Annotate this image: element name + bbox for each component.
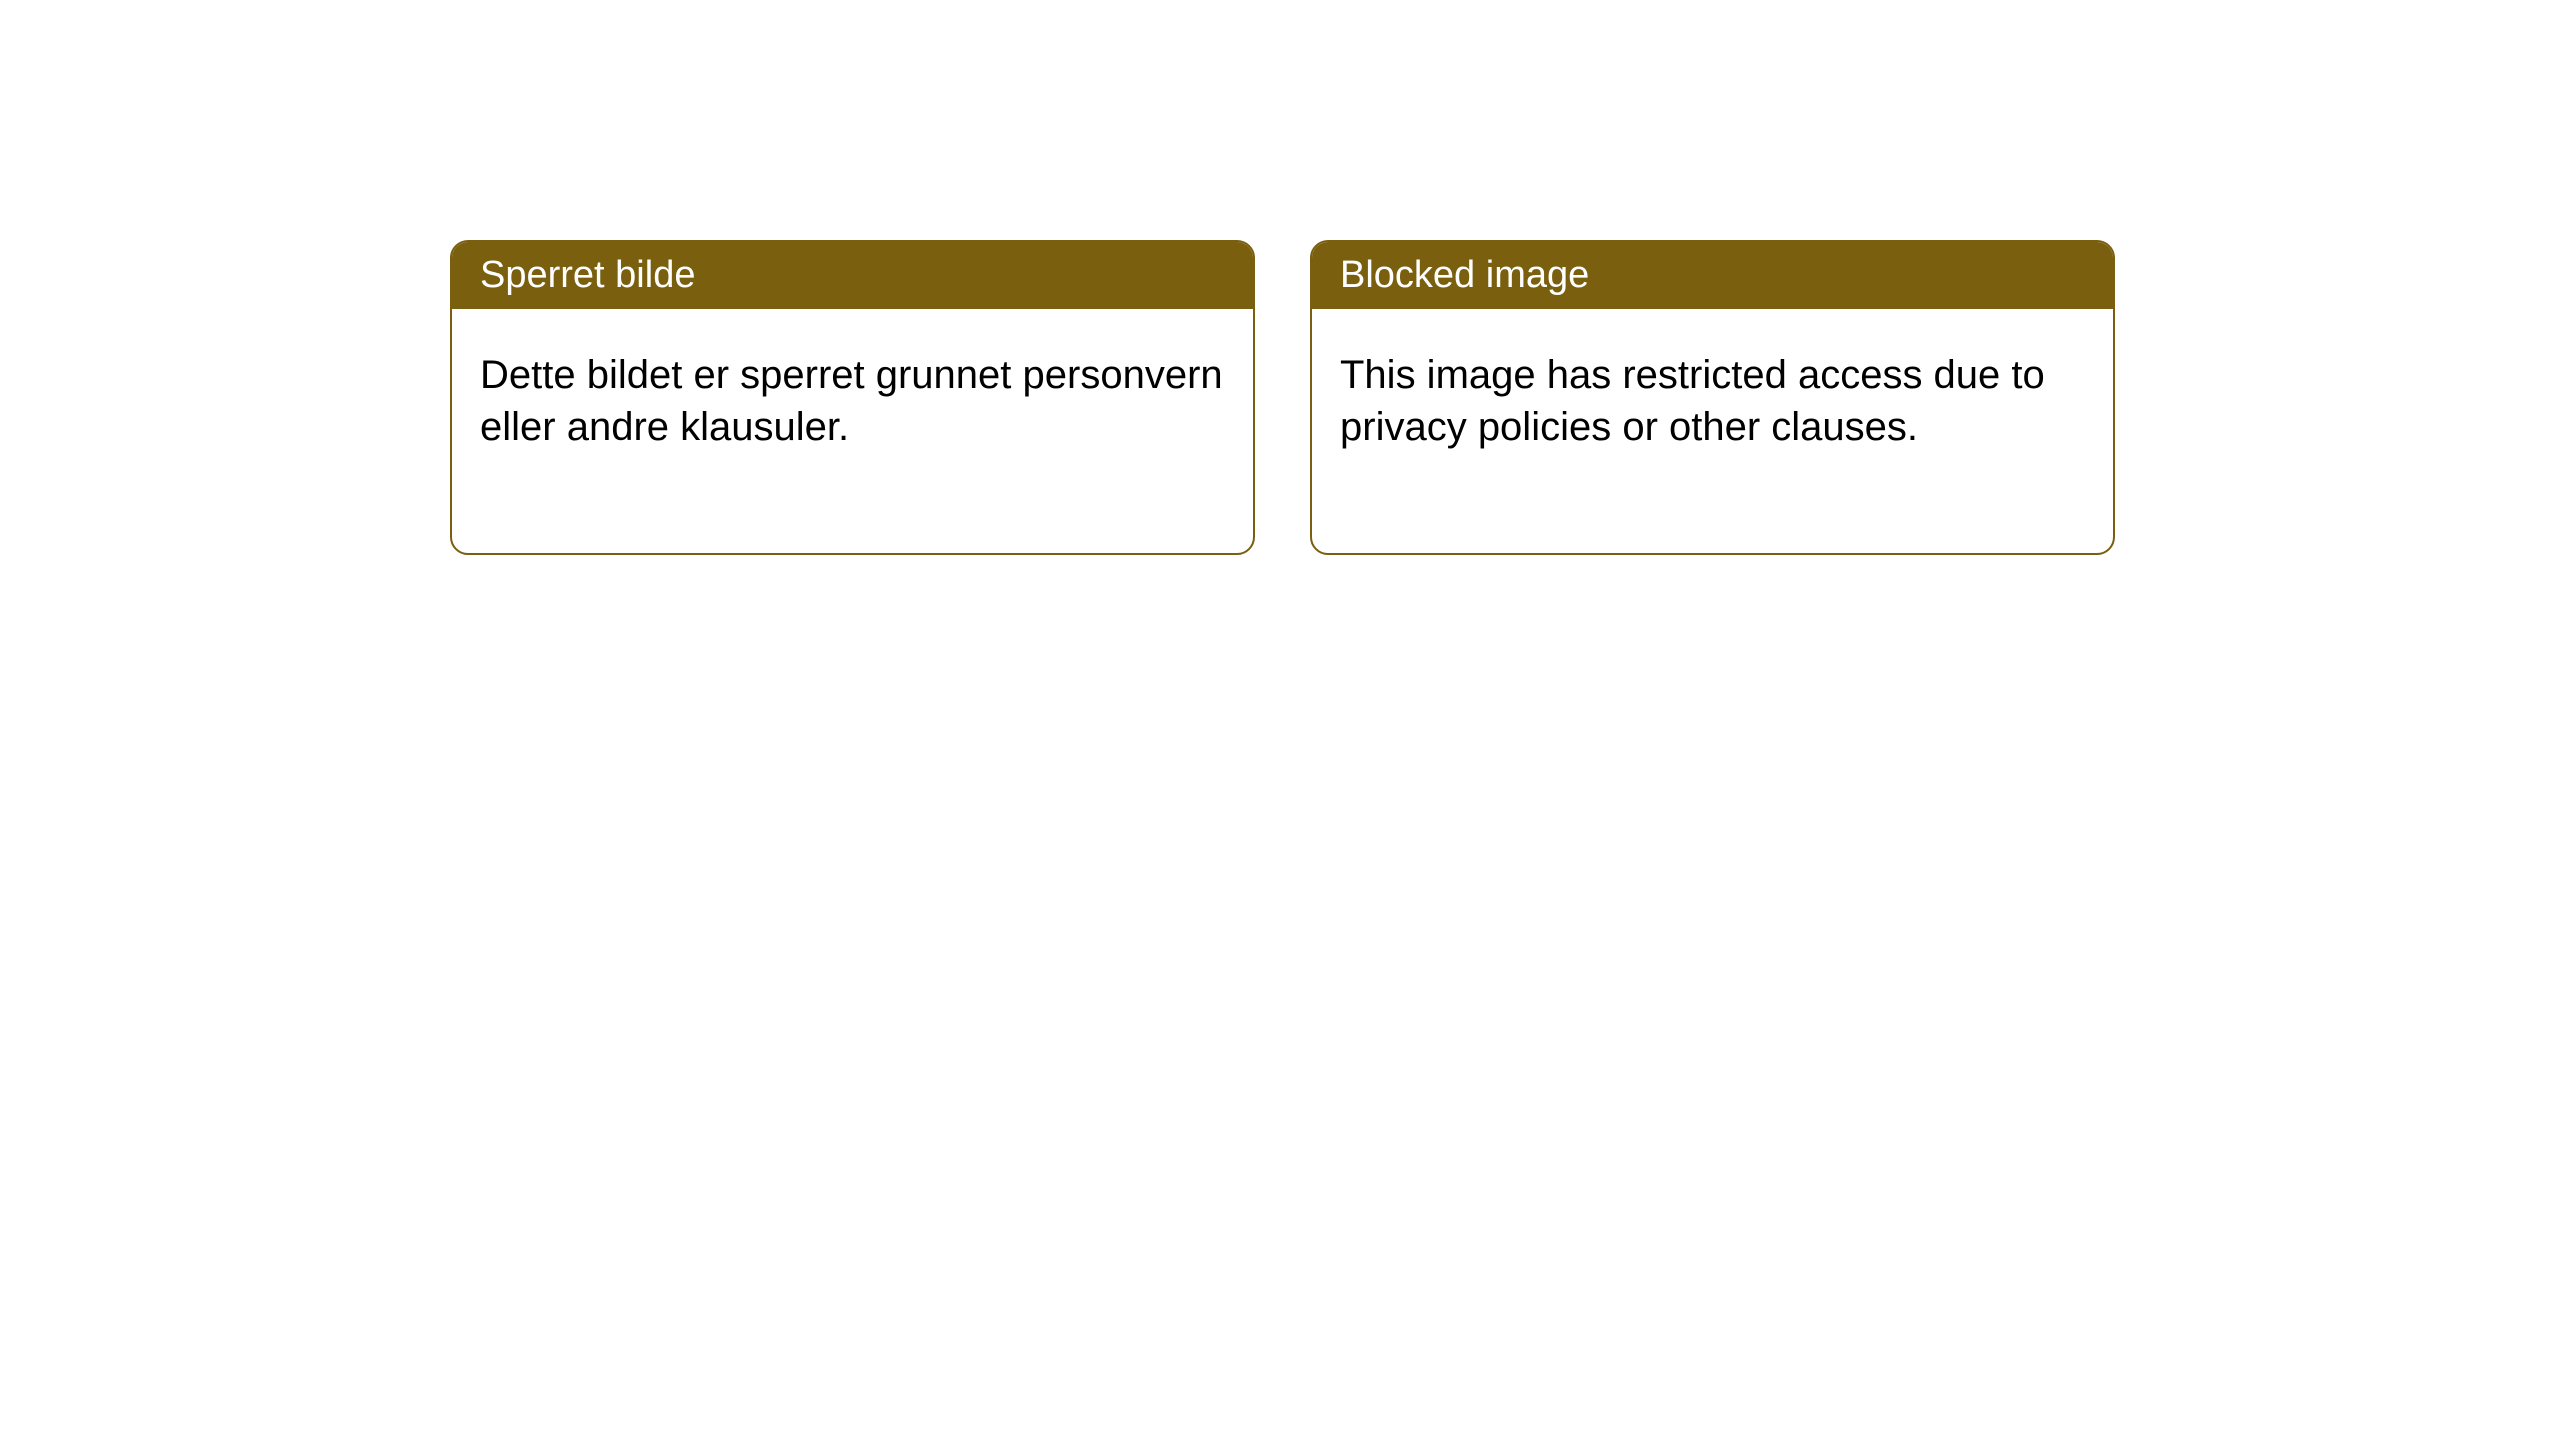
notice-card-english: Blocked image This image has restricted … [1310, 240, 2115, 555]
notice-container: Sperret bilde Dette bildet er sperret gr… [0, 0, 2560, 555]
notice-card-norwegian: Sperret bilde Dette bildet er sperret gr… [450, 240, 1255, 555]
card-header: Sperret bilde [452, 242, 1253, 309]
card-body-text: Dette bildet er sperret grunnet personve… [480, 353, 1223, 449]
card-title: Sperret bilde [480, 254, 695, 296]
card-body: Dette bildet er sperret grunnet personve… [452, 309, 1253, 553]
card-title: Blocked image [1340, 254, 1589, 296]
card-header: Blocked image [1312, 242, 2113, 309]
card-body-text: This image has restricted access due to … [1340, 353, 2045, 449]
card-body: This image has restricted access due to … [1312, 309, 2113, 553]
